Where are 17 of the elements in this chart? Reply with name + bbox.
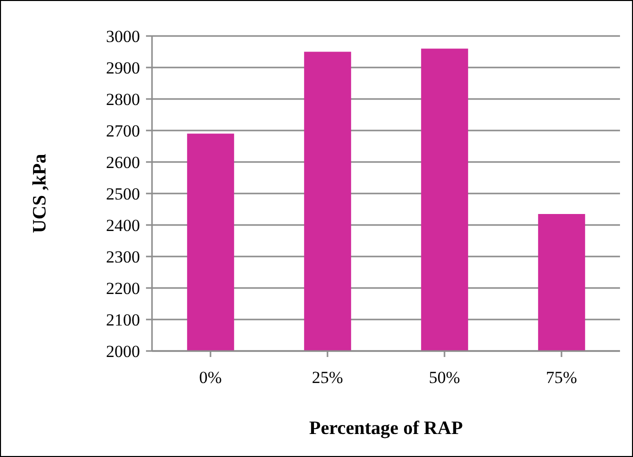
y-tick-label: 2600 (106, 153, 140, 172)
y-tick-label: 2800 (106, 90, 140, 110)
y-tick-label: 2400 (106, 216, 140, 236)
x-tick-label: 25% (312, 368, 344, 388)
y-tick-label: 2700 (106, 122, 140, 141)
x-tick-label: 50% (428, 368, 460, 388)
x-axis-title: Percentage of RAP (309, 418, 464, 439)
y-tick-label: 2000 (106, 342, 140, 362)
x-tick-label: 75% (546, 368, 578, 388)
y-tick-label: 2300 (106, 248, 140, 267)
y-tick-label: 2500 (106, 184, 140, 204)
y-tick-label: 2200 (106, 279, 140, 298)
y-axis-title: UCS ,kPa (30, 153, 51, 234)
y-tick-label: 3000 (106, 27, 140, 46)
x-tick-label: 0% (199, 368, 222, 388)
y-tick-label: 2900 (106, 58, 140, 78)
y-tick-label: 2100 (106, 310, 140, 330)
